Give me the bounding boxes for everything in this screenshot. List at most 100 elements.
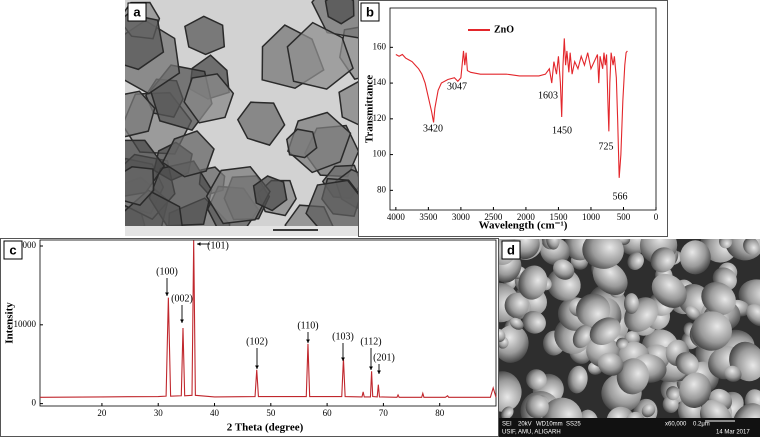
particle	[746, 304, 760, 327]
tem-info-strip	[125, 226, 358, 236]
y-tick-label: 140	[373, 77, 387, 87]
particle	[651, 273, 687, 308]
particle	[597, 352, 624, 376]
x-tick-label: 2500	[484, 212, 503, 222]
y-tick-label: 160	[373, 41, 387, 51]
y-tick-label: 0	[32, 398, 37, 408]
y-tick-label: 10000	[14, 319, 37, 329]
particle	[338, 81, 358, 126]
sem-info-text: 14 Mar 2017	[716, 430, 750, 436]
annotation: (100)	[156, 266, 178, 277]
x-tick-label: 0	[654, 212, 659, 222]
x-tick-label: 60	[323, 408, 333, 418]
particle	[125, 13, 165, 71]
arrow-head	[255, 365, 259, 369]
particle	[675, 352, 699, 375]
particle	[623, 293, 639, 314]
x-tick-label: 4000	[387, 212, 406, 222]
particle	[499, 328, 506, 343]
x-tick-label: 70	[379, 408, 389, 418]
particle	[161, 130, 215, 178]
x-tick-label: 40	[210, 408, 220, 418]
panel-label: a	[133, 4, 141, 19]
arrow-head	[306, 339, 310, 343]
particle	[685, 305, 701, 321]
particle	[724, 365, 742, 382]
sem-info-bar	[499, 418, 760, 437]
y-tick-label: 120	[373, 113, 387, 123]
x-tick-label: 30	[154, 408, 164, 418]
particle	[616, 337, 629, 349]
y-axis-label: Transmittance	[364, 75, 376, 143]
particle	[567, 365, 588, 394]
x-tick-label: 500	[617, 212, 631, 222]
x-axis-label: Wavelength (cm⁻¹)	[479, 220, 568, 232]
particle	[509, 317, 524, 330]
y-tick-label: 20000	[14, 240, 37, 250]
particle	[589, 317, 621, 345]
plot-frame	[39, 239, 497, 407]
particle	[546, 239, 560, 250]
particle	[738, 279, 760, 313]
particle	[526, 369, 547, 390]
sem-info-text: SS25	[566, 422, 581, 428]
particle	[679, 372, 712, 408]
annotation: (102)	[246, 336, 268, 347]
particle	[285, 128, 318, 159]
arrow-head	[197, 242, 201, 246]
particle	[522, 310, 546, 334]
particle	[125, 166, 155, 206]
annotation: (002)	[171, 293, 193, 304]
particle	[679, 240, 711, 275]
particle	[616, 358, 649, 395]
particle	[743, 239, 760, 255]
x-tick-label: 2000	[517, 212, 536, 222]
arrow-head	[180, 319, 184, 323]
x-tick-label: 50	[266, 408, 276, 418]
y-axis-label: Intensity	[4, 302, 16, 344]
particle	[499, 371, 522, 412]
particle	[286, 21, 354, 90]
x-tick-label: 3000	[452, 212, 471, 222]
particle	[125, 90, 156, 138]
particle	[504, 292, 529, 318]
sem-info-text: 0.2μm	[693, 422, 710, 428]
panel-label-box	[501, 240, 521, 260]
particle	[553, 259, 575, 280]
particle	[518, 265, 548, 300]
sem-info-text: SEI	[502, 422, 512, 428]
annotation: (103)	[332, 331, 354, 342]
particle	[666, 386, 681, 401]
legend-label: ZnO	[494, 24, 514, 35]
particle	[183, 73, 235, 124]
particle	[501, 406, 514, 420]
particle	[236, 101, 286, 146]
panel-label: c	[9, 242, 16, 257]
annotation: 725	[599, 141, 614, 152]
particle	[525, 395, 549, 419]
sem-info-text: 20kV	[518, 422, 532, 428]
panel-c-frame	[0, 238, 499, 437]
x-tick-label: 80	[435, 408, 445, 418]
x-tick-label: 1000	[582, 212, 601, 222]
annotation: 1603	[538, 90, 558, 101]
x-tick-label: 3500	[419, 212, 438, 222]
y-tick-label: 100	[373, 149, 387, 159]
x-axis-label: 2 Theta (degree)	[227, 422, 304, 434]
particle	[662, 395, 679, 414]
arrow-head	[341, 357, 345, 361]
particle	[691, 311, 732, 351]
sem-info-text: USIF, AMU, ALIGARH	[502, 430, 561, 436]
annotation: (101)	[207, 240, 229, 251]
annotation: (112)	[360, 336, 381, 347]
data-line	[395, 38, 628, 178]
annotation: 3420	[423, 123, 443, 134]
annotation: 1450	[552, 125, 572, 136]
sem-info-text: x60,000	[665, 422, 687, 428]
data-line	[39, 240, 497, 398]
particle	[701, 281, 736, 316]
x-tick-label: 1500	[549, 212, 568, 222]
particle	[252, 175, 288, 212]
